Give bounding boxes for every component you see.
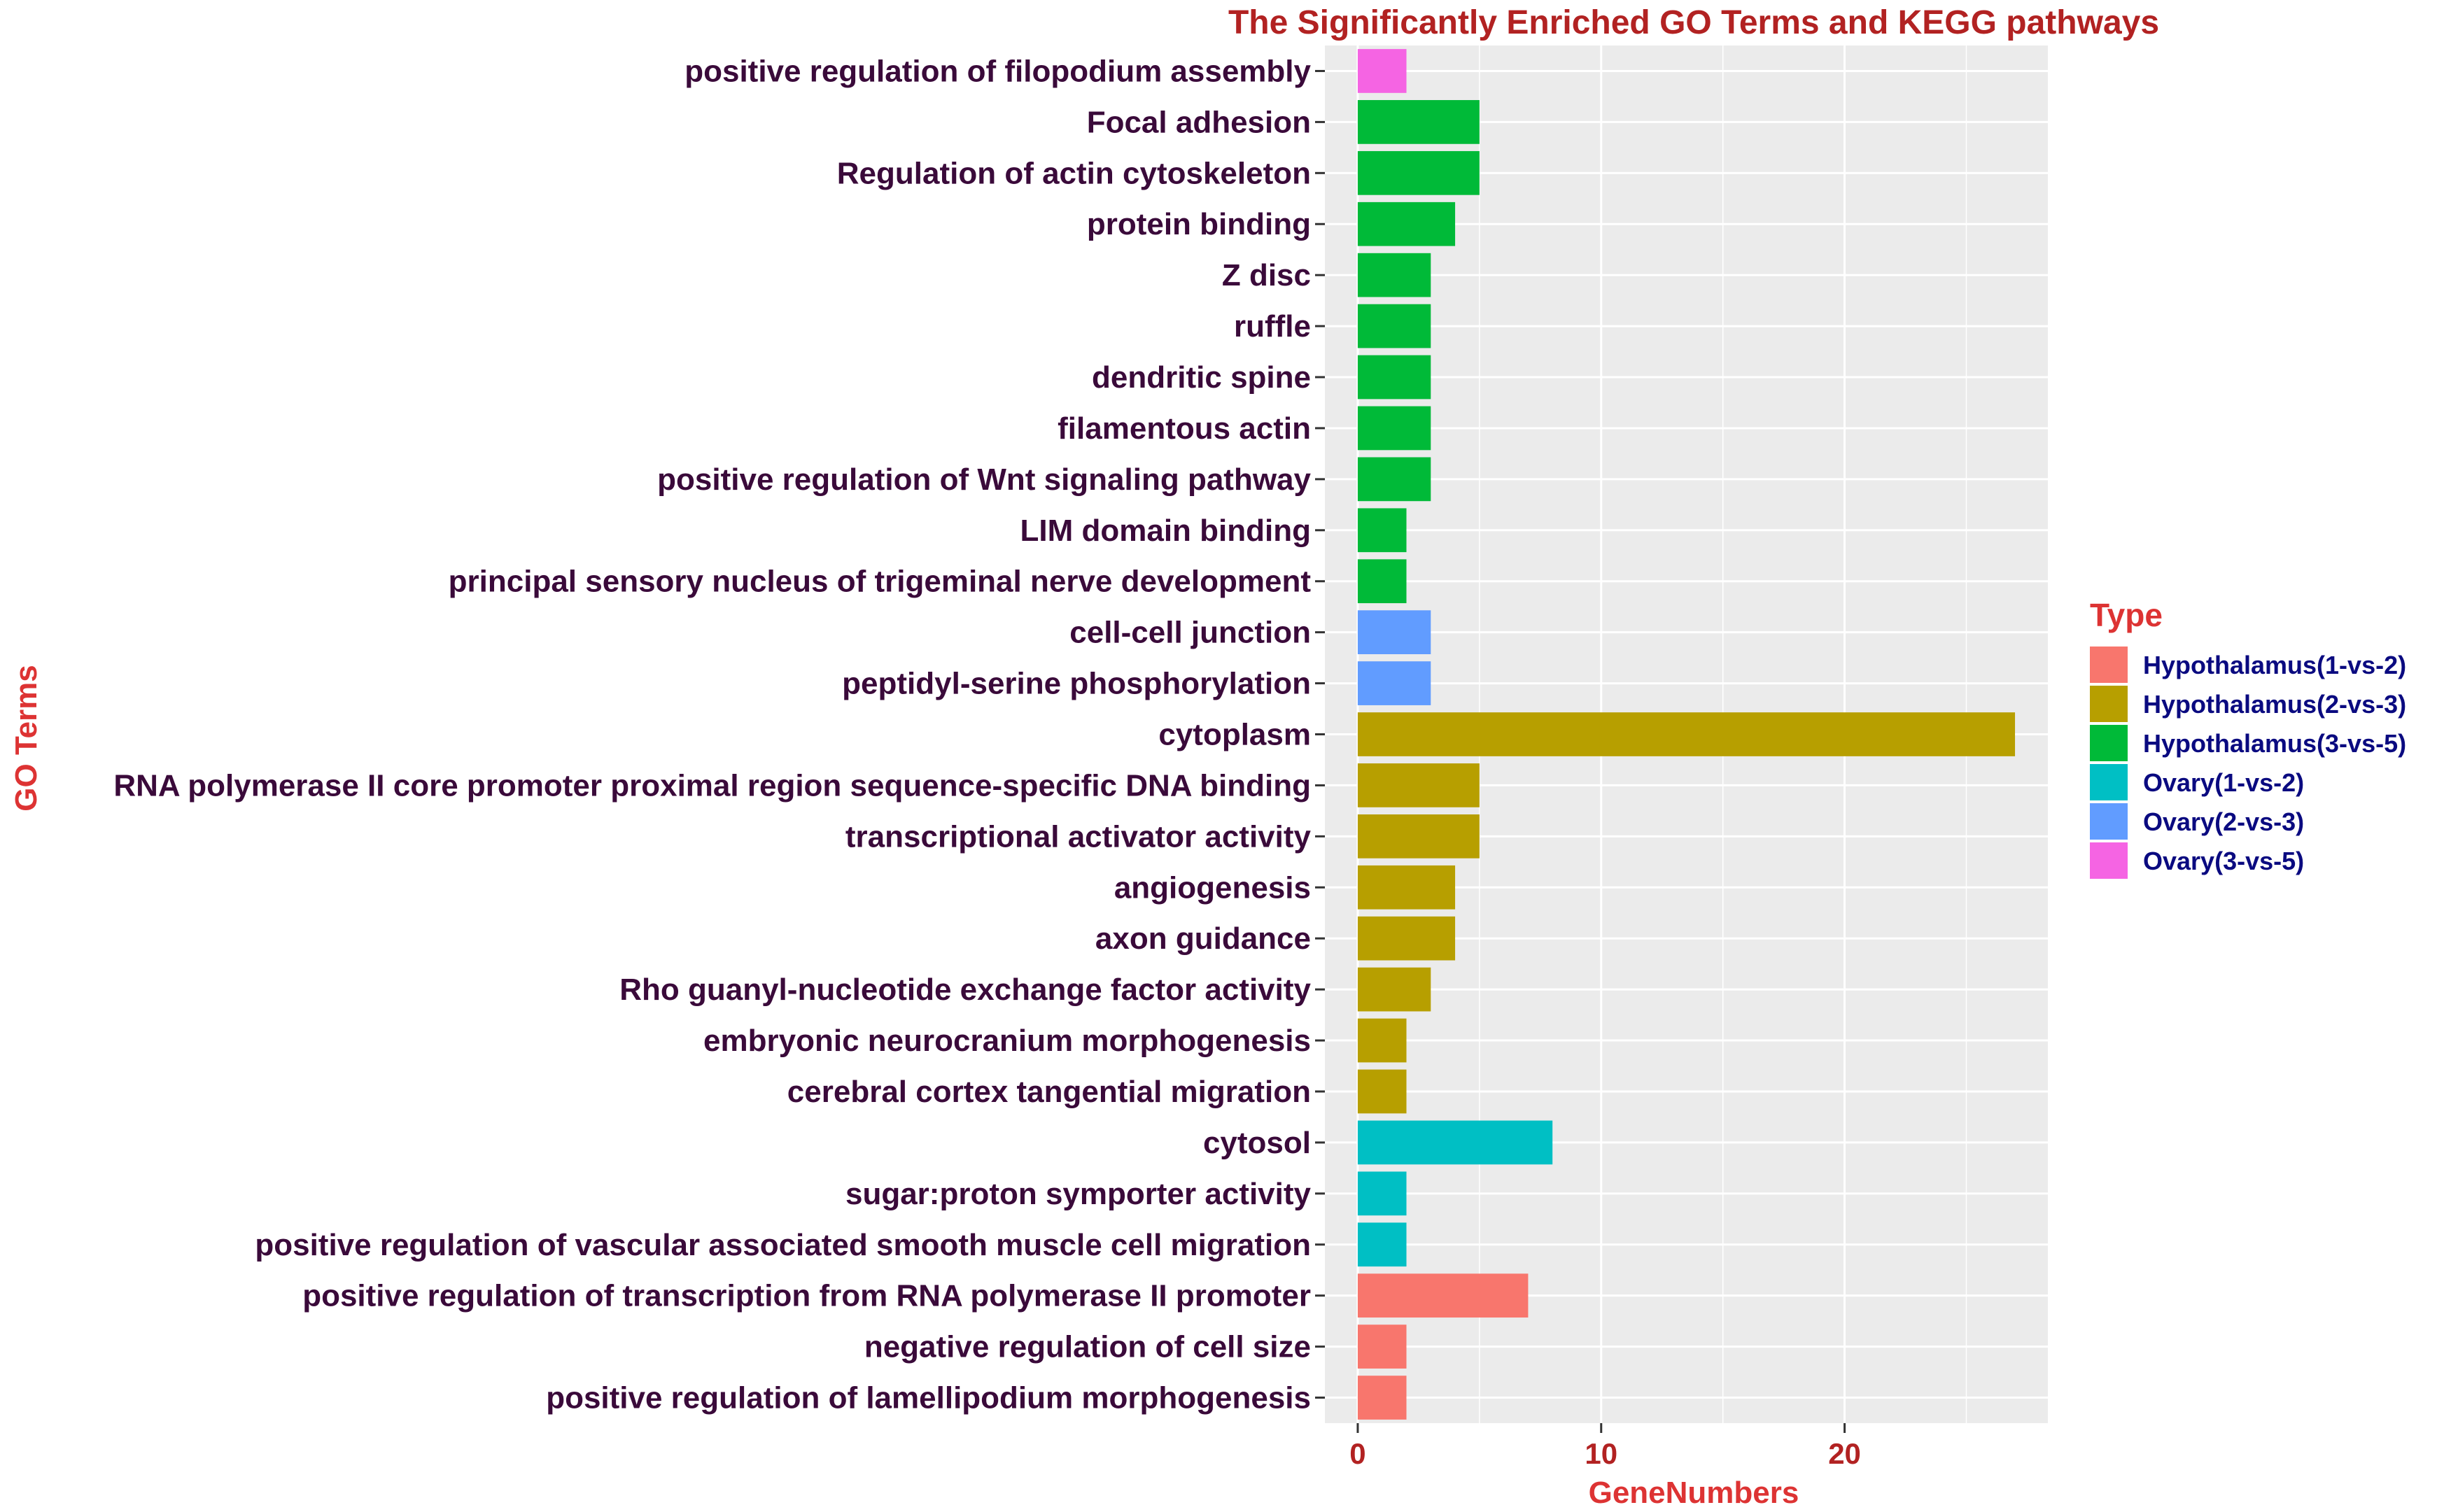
x-tick-label: 10: [1585, 1437, 1617, 1470]
y-tick-label: sugar:proton symporter activity: [845, 1177, 1312, 1211]
y-tick-label: Rho guanyl-nucleotide exchange factor ac…: [619, 973, 1311, 1007]
legend-key: [2090, 725, 2128, 761]
bar: [1357, 355, 1431, 400]
bar: [1357, 865, 1456, 910]
y-tick-label: transcriptional activator activity: [845, 819, 1312, 854]
bar: [1357, 1376, 1407, 1420]
legend-key: [2090, 686, 2128, 722]
y-tick-label: dendritic spine: [1092, 360, 1311, 395]
bar: [1357, 1171, 1407, 1216]
bar: [1357, 1273, 1529, 1318]
y-tick-label: angiogenesis: [1114, 870, 1311, 905]
y-tick-label: cytosol: [1203, 1126, 1311, 1160]
bar: [1357, 1324, 1407, 1369]
y-tick-label: protein binding: [1087, 207, 1311, 241]
bar: [1357, 253, 1431, 297]
y-tick-label: filamentous actin: [1058, 411, 1311, 446]
x-tick-label: 20: [1828, 1437, 1861, 1470]
y-tick-label: positive regulation of Wnt signaling pat…: [657, 462, 1311, 497]
legend: Type Hypothalamus(1-vs-2) Hypothalamus(2-…: [2090, 597, 2406, 879]
y-tick-label: LIM domain binding: [1020, 514, 1312, 548]
y-tick-label: Regulation of actin cytoskeleton: [837, 156, 1311, 190]
bar: [1357, 49, 1407, 93]
y-tick-label: negative regulation of cell size: [864, 1330, 1311, 1364]
bar: [1357, 508, 1407, 553]
y-tick-label: positive regulation of filopodium assemb…: [684, 54, 1311, 88]
y-tick-label: positive regulation of transcription fro…: [302, 1279, 1311, 1313]
y-tick-label: positive regulation of vascular associat…: [255, 1228, 1311, 1262]
bar: [1357, 763, 1480, 807]
bar: [1357, 406, 1431, 451]
bar: [1357, 610, 1431, 655]
y-tick-label: embryonic neurocranium morphogenesis: [703, 1024, 1311, 1058]
legend-title: Type: [2090, 597, 2163, 633]
bar: [1357, 1018, 1407, 1063]
bar: [1357, 100, 1480, 144]
y-tick-label: cell-cell junction: [1069, 616, 1311, 650]
y-tick-label: principal sensory nucleus of trigeminal …: [449, 565, 1312, 599]
plot-panel: positive regulation of filopodium assemb…: [113, 45, 2048, 1470]
y-tick-label: Z disc: [1222, 258, 1311, 292]
legend-key: [2090, 647, 2128, 683]
legend-key: [2090, 842, 2128, 879]
legend-label: Hypothalamus(2-vs-3): [2143, 690, 2406, 719]
legend-label: Hypothalamus(1-vs-2): [2143, 651, 2406, 679]
y-tick-label: cerebral cortex tangential migration: [787, 1075, 1311, 1109]
y-tick-label: RNA polymerase II core promoter proximal…: [113, 768, 1311, 803]
x-tick-label: 0: [1349, 1437, 1365, 1470]
y-tick-label: peptidyl-serine phosphorylation: [842, 667, 1311, 701]
bar: [1357, 150, 1480, 195]
bar: [1357, 967, 1431, 1012]
bar: [1357, 1069, 1407, 1114]
bar: [1357, 712, 2016, 756]
y-tick-label: cytoplasm: [1158, 718, 1311, 752]
y-tick-label: ruffle: [1234, 309, 1311, 344]
bar: [1357, 814, 1480, 859]
legend-key: [2090, 764, 2128, 800]
y-tick-label: axon guidance: [1095, 921, 1311, 956]
x-axis-title: GeneNumbers: [1589, 1476, 1799, 1510]
bar: [1357, 202, 1456, 246]
legend-label: Ovary(2-vs-3): [2143, 807, 2304, 836]
legend-label: Hypothalamus(3-vs-5): [2143, 729, 2406, 758]
bar: [1357, 1120, 1553, 1165]
bar: [1357, 661, 1431, 705]
legend-label: Ovary(1-vs-2): [2143, 768, 2304, 797]
legend-label: Ovary(3-vs-5): [2143, 847, 2304, 875]
bar: [1357, 1222, 1407, 1267]
bar: [1357, 916, 1456, 961]
y-tick-label: positive regulation of lamellipodium mor…: [546, 1381, 1311, 1415]
bar: [1357, 304, 1431, 348]
legend-key: [2090, 803, 2128, 840]
bar: [1357, 457, 1431, 502]
y-axis-title: GO Terms: [9, 665, 43, 811]
y-tick-label: Focal adhesion: [1087, 105, 1311, 139]
bar: [1357, 559, 1407, 604]
chart-title: The Significantly Enriched GO Terms and …: [1228, 4, 2159, 41]
